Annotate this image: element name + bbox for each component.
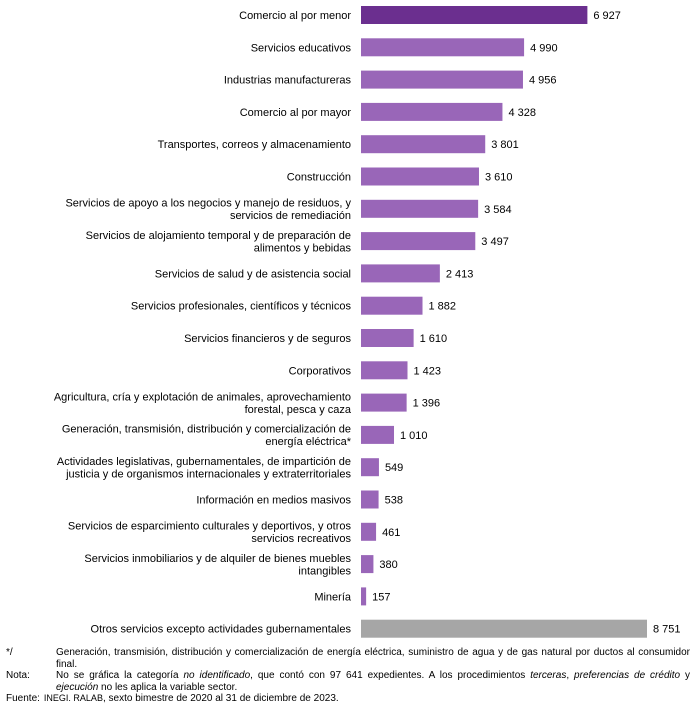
category-label: Servicios inmobiliarios y de alquiler de… (84, 553, 351, 578)
bar (361, 296, 423, 315)
value-label: 1 423 (414, 365, 442, 377)
value-label: 1 010 (400, 430, 428, 442)
bar (361, 199, 479, 218)
bar (361, 555, 374, 574)
value-label: 538 (385, 495, 403, 507)
bar (361, 393, 407, 412)
footnotes: */ Generación, transmisión, distribución… (6, 647, 690, 705)
bar (361, 6, 588, 24)
value-label: 380 (379, 559, 397, 571)
bar (361, 522, 377, 541)
footnote-asterisk: */ Generación, transmisión, distribución… (6, 647, 690, 670)
footnote-key: Nota: (6, 670, 30, 681)
bar (361, 102, 503, 121)
category-label: Construcción (287, 172, 351, 184)
footnote-text: Generación, transmisión, distribución y … (56, 647, 690, 670)
value-label: 461 (382, 527, 400, 539)
category-label: Actividades legislativas, gubernamentale… (57, 456, 352, 481)
value-label: 3 801 (491, 139, 519, 151)
bar (361, 619, 647, 638)
value-label: 1 610 (420, 333, 448, 345)
value-label: 549 (385, 462, 403, 474)
value-label: 4 990 (530, 42, 558, 54)
category-label: Generación, transmisión, distribución y … (62, 424, 352, 449)
category-label: Servicios educativos (251, 42, 352, 54)
value-label: 3 584 (484, 204, 512, 216)
value-label: 8 751 (653, 624, 681, 636)
category-label: Otros servicios excepto actividades gube… (91, 624, 352, 636)
value-label: 1 882 (429, 301, 457, 313)
category-label: Información en medios masivos (196, 495, 351, 507)
bar (361, 361, 408, 380)
footnote-key: Fuente: (6, 693, 40, 704)
bar-chart: 6 927 Comercio al por menor 4 990 Servicios… (54, 6, 681, 638)
category-label: Comercio al por menor (239, 10, 351, 22)
value-label: 2 413 (446, 268, 474, 280)
bar (361, 70, 523, 89)
category-label: Servicios de apoyo a los negocios y mane… (65, 198, 351, 223)
value-label: 1 396 (413, 398, 441, 410)
bar (361, 587, 367, 606)
value-label: 6 927 (593, 10, 621, 22)
bar (361, 329, 414, 347)
bar (361, 135, 486, 154)
category-label: Minería (314, 591, 352, 603)
bar (361, 167, 479, 186)
category-label: Servicios de alojamiento temporal y de p… (86, 230, 352, 255)
footnote-key: */ (6, 647, 13, 658)
category-label: Transportes, correos y almacenamiento (158, 139, 351, 151)
bar (361, 38, 525, 57)
footnote-text: INEGI. RALAB, sexto bimestre de 2020 al … (43, 693, 339, 704)
category-label: Corporativos (289, 365, 352, 377)
footnote-text: No se gráfica la categoría no identifica… (56, 670, 691, 693)
bar (361, 490, 379, 509)
bar (361, 425, 395, 444)
category-label: Industrias manufactureras (224, 75, 352, 87)
bar (361, 264, 440, 283)
category-label: Servicios de salud y de asistencia socia… (155, 268, 351, 280)
category-label: Servicios profesionales, científicos y t… (131, 301, 352, 313)
category-label: Servicios de esparcimiento culturales y … (68, 521, 352, 546)
category-label: Comercio al por mayor (240, 107, 352, 119)
value-label: 3 610 (485, 172, 513, 184)
value-label: 3 497 (481, 236, 509, 248)
category-label: Agricultura, cría y explotación de anima… (54, 391, 352, 416)
value-label: 4 956 (529, 75, 557, 87)
footnote-fuente: Fuente: INEGI. RALAB, sexto bimestre de … (6, 693, 690, 705)
value-label: 157 (372, 591, 390, 603)
value-label: 4 328 (508, 107, 536, 119)
footnote-nota: Nota: No se gráfica la categoría no iden… (6, 670, 690, 693)
bar (361, 458, 379, 477)
category-label: Servicios financieros y de seguros (184, 333, 351, 345)
bar (361, 232, 476, 251)
